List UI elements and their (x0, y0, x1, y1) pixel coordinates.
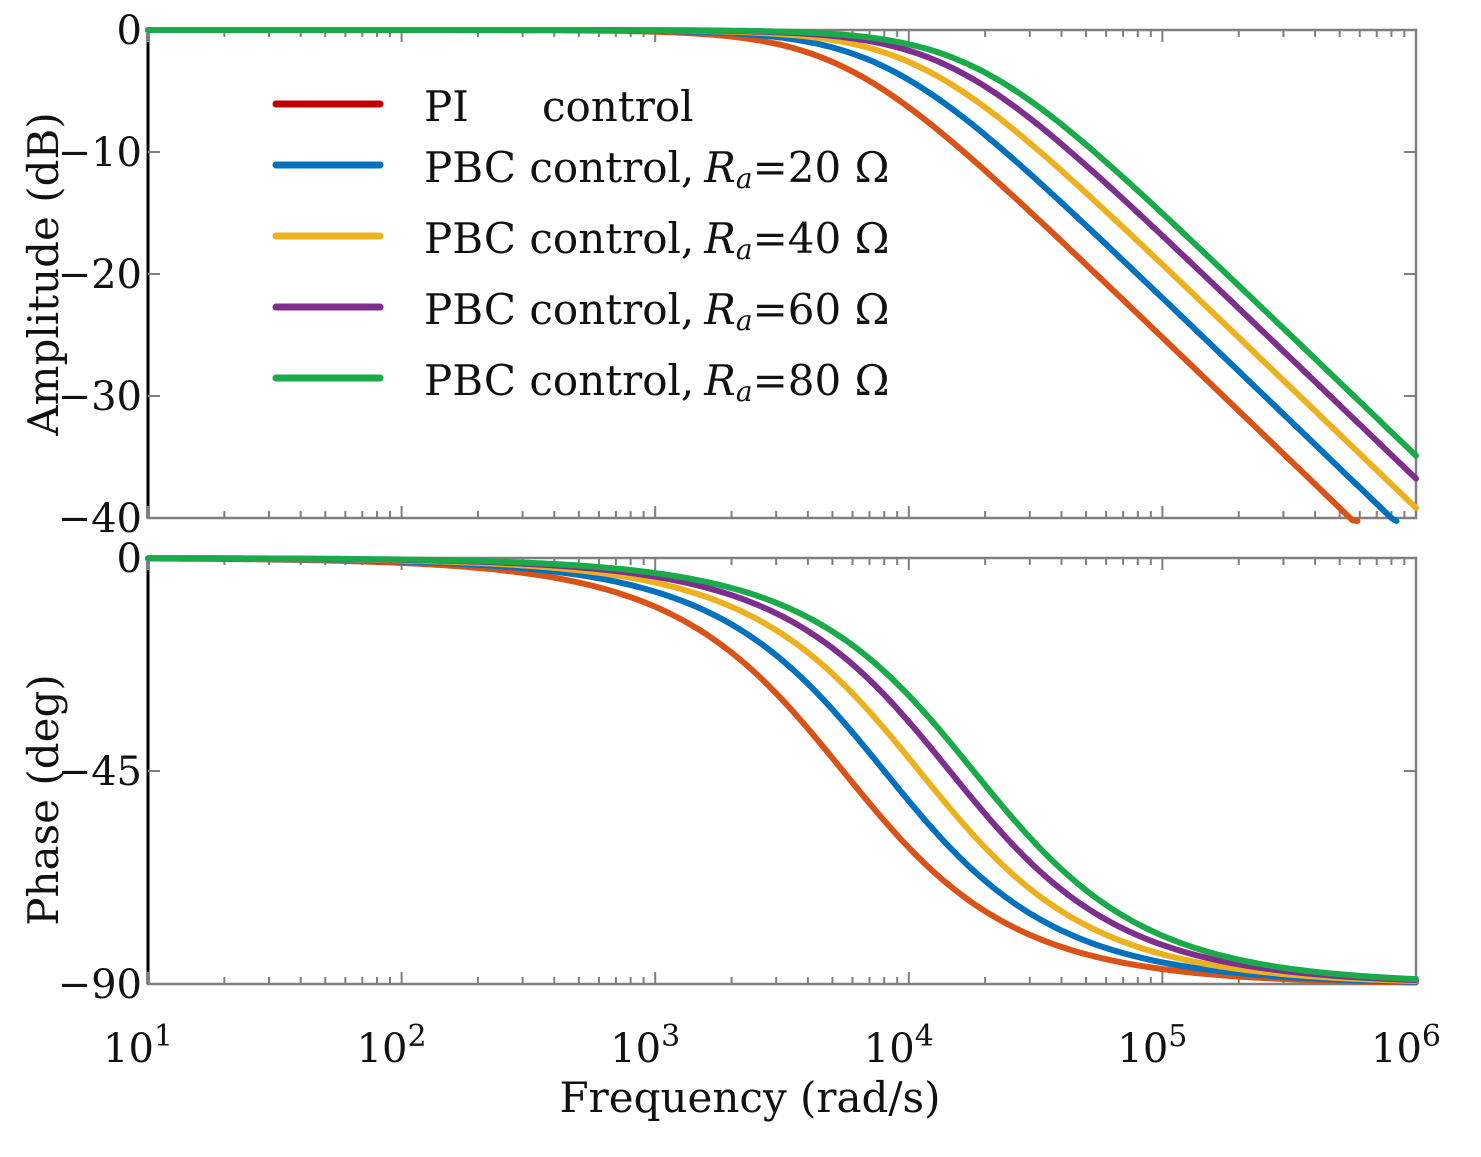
phase-plot: 0 −45 −90 Phase (deg) (19, 536, 1419, 1008)
amplitude-y-tick-label: 0 (117, 8, 142, 54)
legend-entry-label: PBC control, Ra=40 Ω (424, 214, 889, 266)
phase-ylabel: Phase (deg) (19, 674, 68, 926)
phase-plot-frame (146, 556, 1418, 986)
x-tick-label: 104 (864, 1019, 934, 1072)
amplitude-y-tick-label: −10 (58, 130, 142, 176)
phase-curves (145, 555, 1419, 986)
x-tick-label: 106 (1371, 1019, 1441, 1072)
amplitude-y-tick-label: −40 (58, 496, 142, 542)
phase-curve-r40 (145, 555, 1419, 984)
legend-entry-label: PI control (424, 82, 694, 131)
amplitude-ylabel: Amplitude (dB) (19, 112, 68, 436)
x-tick-label: 102 (357, 1019, 427, 1072)
x-tick-label: 103 (610, 1019, 680, 1072)
amplitude-y-tick-label: −20 (58, 252, 142, 298)
legend-entry-label: PBC control, Ra=20 Ω (424, 143, 889, 195)
x-tick-label: 105 (1117, 1019, 1187, 1072)
x-tick-label: 101 (103, 1019, 173, 1072)
legend-entry-label: PBC control, Ra=60 Ω (424, 285, 889, 337)
phase-curve-pi (145, 555, 1419, 986)
phase-y-tick-label: −90 (58, 962, 142, 1008)
x-axis-label: Frequency (rad/s) (560, 1073, 941, 1122)
amplitude-y-tick-label: −30 (58, 374, 142, 420)
amplitude-plot: 0 −10 −20 −30 −40 Amplitude (dB) (19, 8, 1419, 542)
x-tick-labels: 101 102 103 104 105 106 (103, 1019, 1441, 1072)
phase-curve-r80 (145, 555, 1419, 983)
legend: PI control PBC control, Ra=20 Ω PBC control,… (272, 82, 889, 408)
amplitude-curves (145, 27, 1419, 524)
legend-entry-label: PBC control, Ra=80 Ω (424, 356, 889, 408)
phase-y-tick-label: 0 (117, 536, 142, 582)
phase-curve-r20 (145, 555, 1419, 985)
phase-curve-r60 (145, 555, 1419, 984)
amplitude-curve-r80 (145, 27, 1419, 459)
phase-y-tick-label: −45 (58, 749, 142, 795)
